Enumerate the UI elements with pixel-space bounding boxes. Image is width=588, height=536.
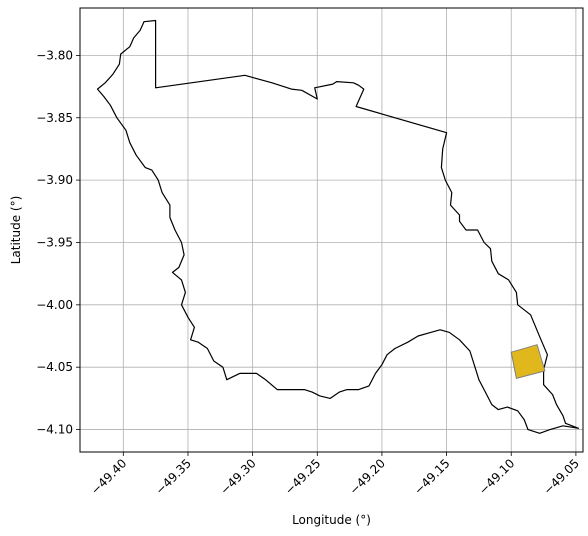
highlighted-area <box>510 344 546 380</box>
plot-frame <box>79 7 584 453</box>
x-tick-label: −49.10 <box>476 456 517 497</box>
x-tick-label: −49.40 <box>88 456 129 497</box>
y-axis-label: Latitude (°) <box>9 196 23 265</box>
y-tick-label: −3.90 <box>36 173 73 187</box>
x-tick-label: −49.15 <box>411 456 452 497</box>
x-tick-label: −49.25 <box>282 456 323 497</box>
y-tick-label: −4.05 <box>36 360 73 374</box>
y-tick-label: −4.10 <box>36 423 73 437</box>
x-tick-label: −49.35 <box>153 456 194 497</box>
x-tick-label: −49.05 <box>541 456 582 497</box>
y-tick-label: −3.85 <box>36 111 73 125</box>
x-axis-ticks: −49.40 −49.35 −49.30 −49.25 −49.20 −49.15 −49.… <box>88 452 582 498</box>
y-tick-label: −4.00 <box>36 298 73 312</box>
x-axis-label: Longitude (°) <box>292 513 371 527</box>
x-tick-label: −49.20 <box>347 456 388 497</box>
grid-lines <box>80 8 583 452</box>
y-axis-ticks: −3.80 −3.85 −3.90 −3.95 −4.00 −4.05 −4.10 <box>36 48 80 437</box>
municipality-boundary <box>96 19 580 434</box>
y-tick-label: −3.80 <box>36 48 73 62</box>
y-tick-label: −3.95 <box>36 235 73 249</box>
x-tick-label: −49.30 <box>217 456 258 497</box>
